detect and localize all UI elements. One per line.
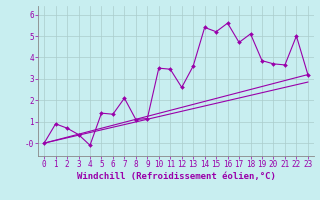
X-axis label: Windchill (Refroidissement éolien,°C): Windchill (Refroidissement éolien,°C) xyxy=(76,172,276,181)
